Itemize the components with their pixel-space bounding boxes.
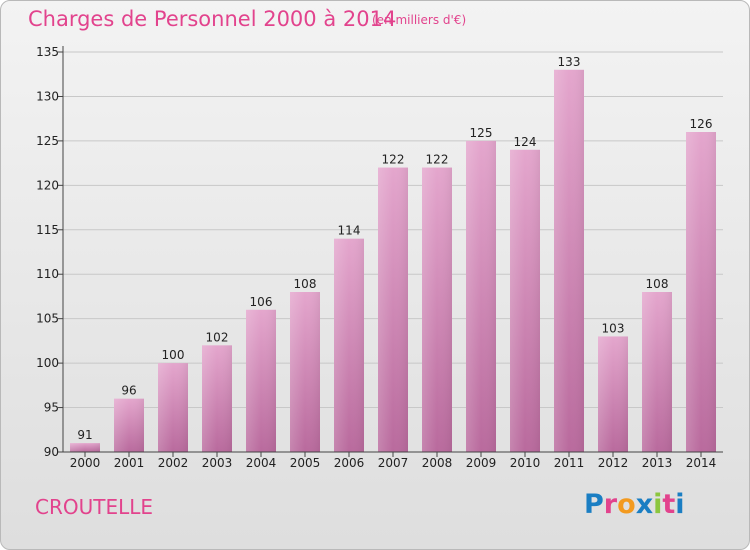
value-label: 114 [338, 224, 361, 238]
bar-shine [554, 69, 584, 453]
x-tick-label: 2001 [114, 456, 145, 470]
x-tick-label: 2013 [642, 456, 673, 470]
bar-shine [378, 167, 408, 453]
chart-title: Charges de Personnel 2000 à 2014 [28, 7, 397, 31]
value-label: 91 [77, 428, 92, 442]
y-tick-label: 125 [36, 134, 59, 148]
y-tick-label: 95 [44, 401, 59, 415]
x-tick-label: 2006 [334, 456, 365, 470]
value-label: 103 [602, 321, 625, 335]
x-tick-label: 2011 [554, 456, 585, 470]
logo-letter: i [675, 489, 685, 520]
y-tick-label: 130 [36, 89, 59, 103]
bar-shine [290, 292, 320, 452]
y-tick-label: 90 [44, 445, 59, 459]
axes: 90 95 100 105 110 115 120 125 130 135 2000 2001 2002… [36, 45, 723, 470]
commune-name: CROUTELLE [35, 495, 154, 519]
value-label: 102 [206, 330, 229, 344]
value-label: 126 [690, 117, 713, 131]
bar-shine [510, 149, 540, 452]
bar-shine [70, 443, 100, 452]
x-tick-label: 2000 [70, 456, 101, 470]
y-tick-label: 110 [36, 267, 59, 281]
bar-shine [158, 363, 188, 452]
bar-shine [598, 336, 628, 452]
y-tick-label: 135 [36, 45, 59, 59]
x-tick-label: 2009 [466, 456, 497, 470]
y-tick-label: 115 [36, 223, 59, 237]
value-label: 100 [162, 348, 185, 362]
value-label: 122 [426, 153, 449, 167]
bar-shine [466, 140, 496, 452]
x-tick-label: 2003 [202, 456, 233, 470]
bar-shine [246, 309, 276, 452]
logo-letter: x [635, 489, 654, 520]
value-label: 108 [646, 277, 669, 291]
value-label: 108 [294, 277, 317, 291]
y-tick-label: 120 [36, 178, 59, 192]
x-tick-label: 2010 [510, 456, 541, 470]
y-tick-label: 105 [36, 312, 59, 326]
x-tick-label: 2005 [290, 456, 321, 470]
bars: 91 96 100 102 106 108 114 122 122 125 124 133 103 108… [70, 55, 716, 453]
bar-shine [334, 238, 364, 452]
x-tick-label: 2004 [246, 456, 277, 470]
value-label: 133 [558, 55, 581, 69]
logo-letter: o [617, 489, 636, 520]
proxiti-logo[interactable]: Proxiti [584, 489, 685, 520]
x-tick-label: 2014 [686, 456, 717, 470]
value-label: 96 [121, 384, 136, 398]
chart-subtitle: (en milliers d'€) [372, 13, 467, 27]
logo-letter: t [662, 489, 676, 520]
x-tick-label: 2007 [378, 456, 409, 470]
bar-shine [202, 345, 232, 452]
bar-shine [114, 398, 144, 452]
bar-shine [686, 132, 716, 452]
x-tick-label: 2012 [598, 456, 629, 470]
value-label: 106 [250, 295, 273, 309]
logo-letter: i [653, 489, 663, 520]
value-label: 124 [514, 135, 537, 149]
logo-letter: P [584, 489, 604, 520]
x-tick-label: 2002 [158, 456, 189, 470]
y-tick-label: 100 [36, 356, 59, 370]
logo-letter: r [603, 489, 618, 520]
bar-shine [642, 292, 672, 452]
x-tick-label: 2008 [422, 456, 453, 470]
value-label: 125 [470, 126, 493, 140]
bar-shine [422, 167, 452, 453]
value-label: 122 [382, 153, 405, 167]
